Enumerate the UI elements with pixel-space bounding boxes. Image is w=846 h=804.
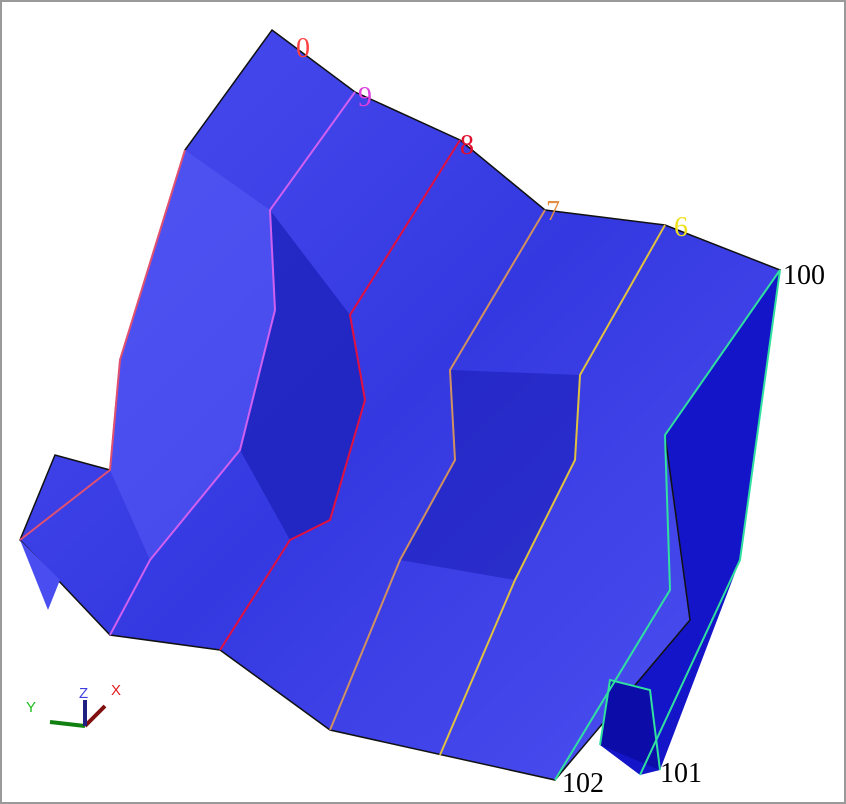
- edge-label: 102: [562, 768, 604, 799]
- viewport: 0 9 8 7 6 100 101 102 Y Z X: [0, 0, 846, 804]
- axis-label: Y: [26, 699, 36, 716]
- edge-label: 100: [783, 260, 825, 291]
- axis-label: Z: [79, 685, 88, 702]
- section-label: 0: [296, 33, 310, 64]
- section-label: 7: [546, 196, 560, 227]
- section-label: 6: [674, 212, 688, 243]
- section-label: 9: [358, 82, 372, 113]
- axis-label: X: [111, 682, 121, 699]
- section-label: 8: [460, 130, 474, 161]
- edge-label: 101: [660, 758, 702, 789]
